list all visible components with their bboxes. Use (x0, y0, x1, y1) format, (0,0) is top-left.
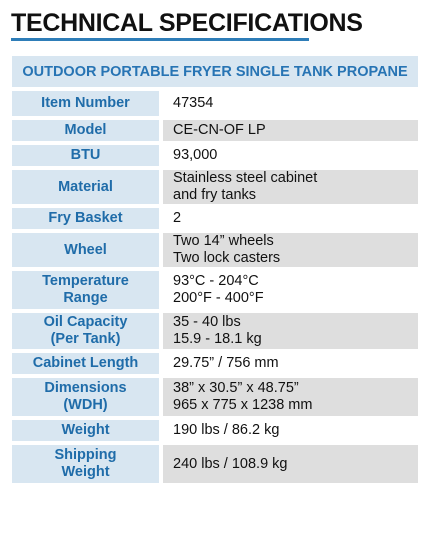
spec-row: Material Stainless steel cabinet and fry t… (12, 166, 419, 204)
spec-label-line: (Per Tank) (50, 331, 121, 347)
spec-label-line: Wheel (64, 241, 107, 258)
page-title: TECHNICAL SPECIFICATIONS (11, 9, 363, 37)
spec-label: Model (12, 116, 159, 141)
spec-table: OUTDOOR PORTABLE FRYER SINGLE TANK PROPA… (12, 56, 419, 483)
spec-row: Fry Basket 2 (12, 204, 419, 229)
spec-row: Shipping Weight 240 lbs / 108.9 kg (12, 441, 419, 483)
spec-value: Stainless steel cabinet and fry tanks (163, 166, 419, 204)
cell-gap (159, 374, 163, 416)
spec-label-line: Temperature (42, 273, 129, 289)
spec-label-line: Material (58, 178, 113, 195)
spec-label: Fry Basket (12, 204, 159, 229)
spec-value-line: 47354 (173, 95, 214, 111)
spec-label-line: Shipping (54, 447, 117, 463)
spec-row: Cabinet Length 29.75” / 756 mm (12, 349, 419, 374)
spec-label: Temperature Range (12, 267, 159, 309)
spec-value: 93°C - 204°C 200°F - 400°F (163, 267, 419, 309)
spec-label-line: Weight (61, 422, 110, 438)
spec-value-line: 200°F - 400°F (173, 290, 264, 306)
product-title: OUTDOOR PORTABLE FRYER SINGLE TANK PROPA… (12, 56, 419, 87)
spec-value-line: and fry tanks (173, 187, 257, 203)
cell-gap (159, 441, 163, 483)
spec-label-line: BTU (70, 147, 101, 163)
cell-gap (159, 204, 163, 229)
spec-label-line: Item Number (41, 95, 130, 111)
spec-value-line: 965 x 775 x 1238 mm (173, 397, 313, 413)
spec-value-line: 93°C - 204°C (173, 273, 259, 289)
spec-value: 190 lbs / 86.2 kg (163, 416, 419, 441)
spec-value: 2 (163, 204, 419, 229)
cell-gap (159, 166, 163, 204)
spec-label-line: (WDH) (63, 397, 108, 413)
cell-gap (159, 87, 163, 116)
spec-value-line: 38” x 30.5” x 48.75” (173, 380, 299, 396)
spec-label-line: Fry Basket (48, 210, 123, 226)
cell-gap (159, 229, 163, 267)
spec-row: Temperature Range 93°C - 204°C 200°F - 400°… (12, 267, 419, 309)
spec-row: Wheel Two 14” wheels Two lock casters (12, 229, 419, 267)
spec-label: Oil Capacity (Per Tank) (12, 309, 159, 349)
spec-value: 35 - 40 lbs 15.9 - 18.1 kg (163, 309, 419, 349)
spec-value-line: 2 (173, 210, 182, 226)
spec-value-line: Stainless steel cabinet (173, 170, 318, 186)
spec-label: Cabinet Length (12, 349, 159, 374)
spec-label-line: Cabinet Length (32, 355, 139, 371)
spec-value-line: CE-CN-OF LP (173, 122, 266, 138)
spec-label: Material (12, 166, 159, 204)
spec-value: 47354 (163, 87, 419, 116)
spec-value: Two 14” wheels Two lock casters (163, 229, 419, 267)
cell-gap (159, 309, 163, 349)
spec-label: Wheel (12, 229, 159, 267)
spec-value-line: 35 - 40 lbs (173, 314, 241, 330)
spec-label: Shipping Weight (12, 441, 159, 483)
spec-row: Weight 190 lbs / 86.2 kg (12, 416, 419, 441)
spec-label-line: Oil Capacity (43, 314, 128, 330)
cell-gap (159, 416, 163, 441)
spec-label-line: Dimensions (44, 380, 127, 396)
spec-value: 240 lbs / 108.9 kg (163, 441, 419, 483)
spec-label: Weight (12, 416, 159, 441)
cell-gap (159, 267, 163, 309)
spec-value: 93,000 (163, 141, 419, 166)
spec-value-line: 15.9 - 18.1 kg (173, 331, 262, 347)
spec-value-line: Two 14” wheels (173, 233, 274, 249)
spec-value: CE-CN-OF LP (163, 116, 419, 141)
cell-gap (159, 116, 163, 141)
spec-row: BTU 93,000 (12, 141, 419, 166)
spec-row: Model CE-CN-OF LP (12, 116, 419, 141)
spec-label: BTU (12, 141, 159, 166)
cell-gap (159, 349, 163, 374)
spec-row: Oil Capacity (Per Tank) 35 - 40 lbs 15.9 - … (12, 309, 419, 349)
spec-label-line: Model (64, 122, 107, 138)
spec-value: 38” x 30.5” x 48.75” 965 x 775 x 1238 mm (163, 374, 419, 416)
spec-label-line: Range (63, 290, 108, 306)
spec-label: Item Number (12, 87, 159, 116)
spec-value-line: Two lock casters (173, 250, 281, 266)
spec-label: Dimensions (WDH) (12, 374, 159, 416)
spec-value-line: 29.75” / 756 mm (173, 355, 279, 371)
title-underline (11, 38, 309, 41)
spec-value: 29.75” / 756 mm (163, 349, 419, 374)
spec-value-line: 190 lbs / 86.2 kg (173, 422, 280, 438)
spec-value-line: 93,000 (173, 147, 218, 163)
spec-label-line: Weight (61, 464, 110, 480)
cell-gap (159, 141, 163, 166)
spec-value-line: 240 lbs / 108.9 kg (173, 455, 288, 472)
spec-row: Item Number 47354 (12, 87, 419, 116)
spec-row: Dimensions (WDH) 38” x 30.5” x 48.75” 965 x… (12, 374, 419, 416)
